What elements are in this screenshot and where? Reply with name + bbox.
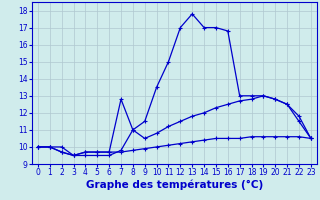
- X-axis label: Graphe des températures (°C): Graphe des températures (°C): [86, 180, 263, 190]
